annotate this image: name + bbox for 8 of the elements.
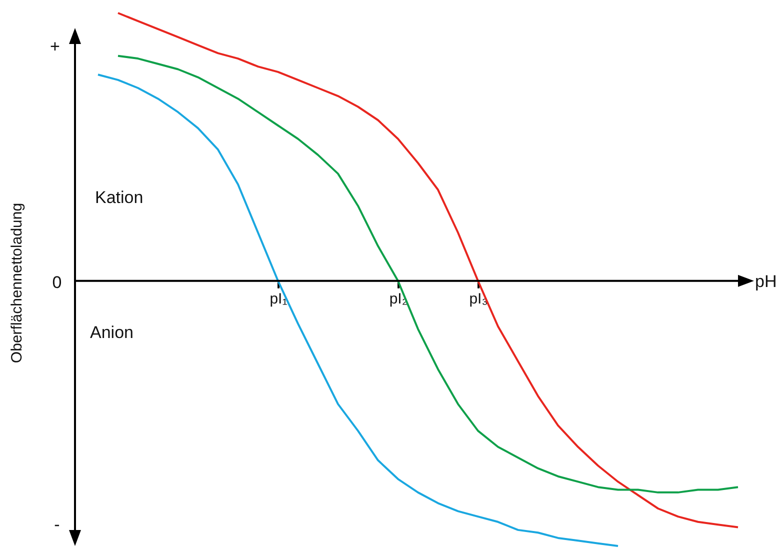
text: +	[50, 37, 60, 57]
x-axis-title: pH	[755, 272, 776, 292]
annotation: Anion	[90, 323, 134, 343]
y-axis-title: Oberflächennettoladung	[8, 202, 26, 364]
annotation: Kation	[95, 188, 144, 208]
text: 0	[52, 272, 62, 293]
x-tick-label: pI₁	[270, 290, 288, 308]
text: -	[54, 515, 60, 535]
